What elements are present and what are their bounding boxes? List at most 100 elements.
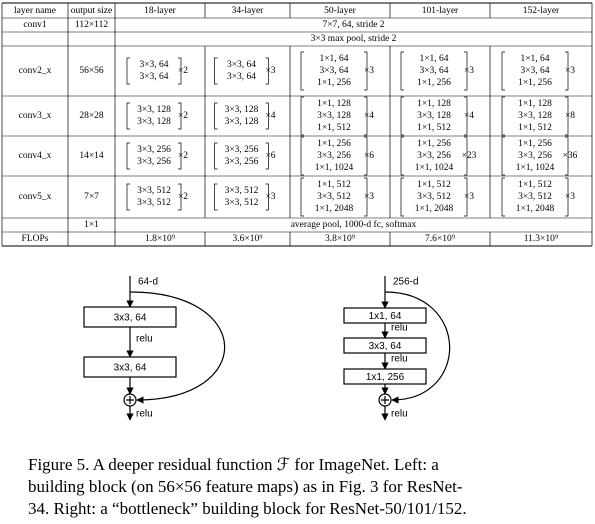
bracket <box>178 102 182 130</box>
cell-text: 1×1, 1024 <box>315 163 354 173</box>
bracket <box>464 177 468 217</box>
bracket <box>265 57 269 85</box>
cell-text: 1×1, 2048 <box>415 204 454 214</box>
cell-text: ×3 <box>464 192 474 202</box>
bracket <box>565 51 569 91</box>
bracket <box>364 51 368 91</box>
cell-text: 3×3, 256 <box>137 145 171 155</box>
bracket <box>400 136 404 176</box>
cell-text: 3×3, 64 <box>139 72 168 82</box>
plus <box>126 396 134 404</box>
cell-text: 3×3, 64 <box>227 60 256 70</box>
caption: Figure 5. A deeper residual function ℱ f… <box>28 455 467 518</box>
relu-label: relu <box>136 409 153 420</box>
bracket <box>300 96 304 136</box>
cell-text: 3×3, 128 <box>317 111 351 121</box>
cell-text: 1×1, 64 <box>520 54 549 64</box>
cell-text: ×4 <box>464 111 474 121</box>
cell-text: conv4_x <box>19 151 52 161</box>
cell-text: 3×3, 256 <box>317 151 351 161</box>
cell-text: 1×1, 512 <box>417 123 451 133</box>
bracket <box>400 51 404 91</box>
cell-text: ×36 <box>563 151 578 161</box>
cell-text: 3.8×10⁹ <box>325 234 356 244</box>
cell-text: average pool, 1000-d fc, softmax <box>291 219 417 230</box>
layer-label: 1x1, 64 <box>369 311 402 322</box>
cell-text: conv2_x <box>19 66 52 76</box>
cell-text: 1×1, 512 <box>317 180 351 190</box>
cell-text: ×3 <box>265 66 275 76</box>
table: layer name output size 18-layer 34-layer 50-… <box>1 2 593 247</box>
cell-text: 1×1, 1024 <box>415 163 454 173</box>
cell-text: 1×1, 256 <box>317 139 351 149</box>
bracket <box>464 136 468 176</box>
cell-text: 1×1, 64 <box>319 54 348 64</box>
relu-label: relu <box>391 354 408 365</box>
caption-line: building block (on 56×56 feature maps) a… <box>28 477 463 496</box>
bracket <box>126 102 130 130</box>
cell-text: ×3 <box>364 66 374 76</box>
cell-text: 1×1, 512 <box>417 180 451 190</box>
caption-line: Figure 5. A deeper residual function ℱ f… <box>28 455 439 474</box>
cell-text: 1×1, 1024 <box>516 163 555 173</box>
cell-text: 1×1, 256 <box>518 139 552 149</box>
cell-text: 1×1, 128 <box>317 99 351 109</box>
bracket <box>464 51 468 91</box>
cell-text: 3×3, 256 <box>137 157 171 167</box>
bracket <box>400 96 404 136</box>
cell-text: conv3_x <box>19 111 52 121</box>
cell-text: layer name <box>14 6 56 16</box>
cell-text: 3×3, 512 <box>225 186 259 196</box>
cell-text: 1×1 <box>84 220 99 230</box>
layer-label: 3x3, 64 <box>369 341 402 352</box>
cell-text: 3×3, 256 <box>225 145 259 155</box>
bracket <box>501 51 505 91</box>
cell-text: 1×1, 256 <box>317 78 351 88</box>
cell-text: 3×3, 128 <box>137 105 171 115</box>
cell-text: 1×1, 2048 <box>315 204 354 214</box>
relu-label: relu <box>391 323 408 334</box>
bracket <box>214 142 218 170</box>
cell-text: 1×1, 512 <box>518 180 552 190</box>
bracket <box>300 136 304 176</box>
bracket <box>501 136 505 176</box>
bracket <box>364 177 368 217</box>
bracket <box>300 177 304 217</box>
cell-text: 3×3, 512 <box>137 186 171 196</box>
cell-text: 1.8×10⁹ <box>145 234 176 244</box>
cell-text: ×3 <box>464 66 474 76</box>
cell-text: 1×1, 2048 <box>516 204 555 214</box>
bracket <box>178 57 182 85</box>
diagram: 64-d 3x3, 64 3x3, 64 relu relu 256-d 1x1, 64 3x… <box>83 276 451 421</box>
cell-text: 14×14 <box>79 151 104 161</box>
cell-text: ×8 <box>565 111 575 121</box>
cell-text: 18-layer <box>144 6 176 16</box>
cell-text: ×2 <box>178 151 188 161</box>
cell-text: 7.6×10⁹ <box>425 234 456 244</box>
bracket <box>565 177 569 217</box>
cell-text: ×6 <box>364 151 374 161</box>
cell-text: ×23 <box>462 151 477 161</box>
bracket <box>126 183 130 211</box>
cell-text: 3×3, 256 <box>518 151 552 161</box>
bracket <box>501 177 505 217</box>
bracket <box>178 142 182 170</box>
cell-text: 3×3, 512 <box>225 198 259 208</box>
cell-text: ×3 <box>565 66 575 76</box>
bracket <box>214 183 218 211</box>
bracket <box>565 136 569 176</box>
bracket <box>565 96 569 136</box>
bracket <box>126 142 130 170</box>
shortcut <box>384 291 451 404</box>
bracket <box>265 102 269 130</box>
cell-text: ×3 <box>265 192 275 202</box>
caption-line: 34. Right: a “bottleneck” building block… <box>28 499 467 518</box>
cell-text: 152-layer <box>523 6 560 16</box>
bracket <box>265 142 269 170</box>
cell-text: 3×3, 128 <box>518 111 552 121</box>
cell-text: 7×7, 64, stride 2 <box>322 20 384 30</box>
cell-text: 3×3, 64 <box>319 66 348 76</box>
plus <box>381 396 389 404</box>
relu-label: relu <box>136 334 153 345</box>
